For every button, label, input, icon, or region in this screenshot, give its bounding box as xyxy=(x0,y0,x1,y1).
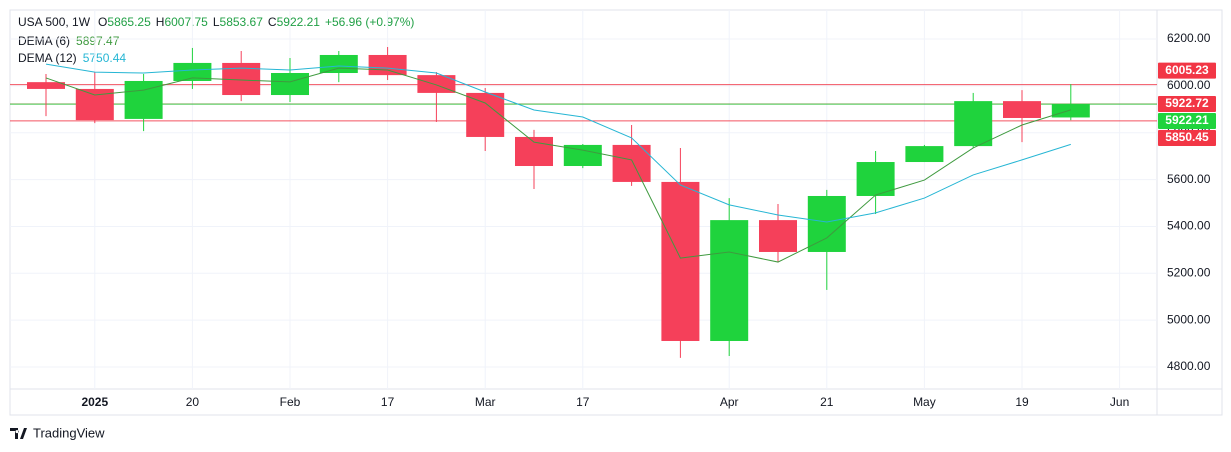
ohlc-letter: C xyxy=(268,15,277,29)
price-label: 6005.23 xyxy=(1165,63,1209,77)
candle-body xyxy=(905,146,944,163)
x-tick-label: 2025 xyxy=(81,395,108,409)
candle-body xyxy=(661,181,700,341)
y-tick-label: 4800.00 xyxy=(1167,359,1211,373)
header: USA 500, 1W O5865.25 H6007.75 L5853.67 C5922… xyxy=(18,15,414,65)
ohlc-value: 5922.21 xyxy=(277,15,321,29)
footer-text: TradingView xyxy=(33,425,105,440)
ohlc-letter: O xyxy=(98,15,107,29)
header-line: USA 500, 1W O5865.25 H6007.75 L5853.67 C5922… xyxy=(18,15,414,29)
candle-body xyxy=(173,62,212,81)
footer-logo: TradingView xyxy=(10,425,105,440)
candle-body xyxy=(27,82,65,89)
candle-body xyxy=(319,54,358,74)
candle-body xyxy=(368,54,407,76)
change: +56.96 (+0.97%) xyxy=(325,15,414,29)
candle-body xyxy=(612,144,651,182)
x-tick-label: 20 xyxy=(186,395,200,409)
x-tick-label: Jun xyxy=(1110,395,1129,409)
candle-body xyxy=(271,73,309,96)
y-tick-label: 6200.00 xyxy=(1167,31,1211,45)
x-tick-label: Apr xyxy=(720,395,739,409)
legend-value: 5750.44 xyxy=(83,51,127,65)
ohlc-value: 6007.75 xyxy=(164,15,208,29)
legend-entry: DEMA (6) 5897.47 xyxy=(18,34,120,48)
header-title: USA 500, 1W xyxy=(18,15,91,29)
legend-value: 5897.47 xyxy=(76,34,120,48)
ohlc-value: 5865.25 xyxy=(107,15,151,29)
candle-body xyxy=(759,220,797,252)
price-label-bg xyxy=(1158,95,1216,112)
x-tick-label: May xyxy=(913,395,936,409)
ohlc-letter: L xyxy=(213,15,220,29)
candle-body xyxy=(1051,104,1090,118)
logo-icon xyxy=(10,428,27,439)
price-label: 5850.45 xyxy=(1165,130,1209,144)
ohlc-letter: H xyxy=(156,15,165,29)
chart-frame xyxy=(9,9,1223,416)
candle-body xyxy=(856,162,895,196)
price-label-bg xyxy=(1158,129,1216,146)
candle-body xyxy=(466,92,505,137)
price-label: 5922.21 xyxy=(1165,113,1209,127)
dema-line xyxy=(45,67,1071,263)
x-tick-label: Mar xyxy=(475,395,496,409)
candle-body xyxy=(515,136,553,167)
price-label: 5922.72 xyxy=(1165,96,1209,110)
legend-name: DEMA (6) xyxy=(18,34,70,48)
x-tick-label: 21 xyxy=(820,395,834,409)
y-tick-label: 6000.00 xyxy=(1167,78,1211,92)
price-label-bg xyxy=(1158,112,1216,129)
x-tick-label: 17 xyxy=(576,395,590,409)
legend-name: DEMA (12) xyxy=(18,51,77,65)
y-tick-label: 5400.00 xyxy=(1167,219,1211,233)
x-tick-label: Feb xyxy=(280,395,301,409)
candle-body xyxy=(954,101,993,147)
x-tick-label: 17 xyxy=(381,395,395,409)
y-tick-label: 5600.00 xyxy=(1167,172,1211,186)
x-tick-label: 19 xyxy=(1015,395,1029,409)
ohlc-value: 5853.67 xyxy=(220,15,264,29)
y-tick-label: 5000.00 xyxy=(1167,312,1211,326)
candle-body xyxy=(1003,101,1041,118)
price-label-bg xyxy=(1158,62,1216,79)
candle-body xyxy=(807,195,846,252)
legend-entry: DEMA (12) 5750.44 xyxy=(18,51,126,65)
dema-line xyxy=(45,63,1071,223)
candle-body xyxy=(563,144,602,167)
y-tick-label: 5200.00 xyxy=(1167,265,1211,279)
candle-body xyxy=(710,220,749,341)
